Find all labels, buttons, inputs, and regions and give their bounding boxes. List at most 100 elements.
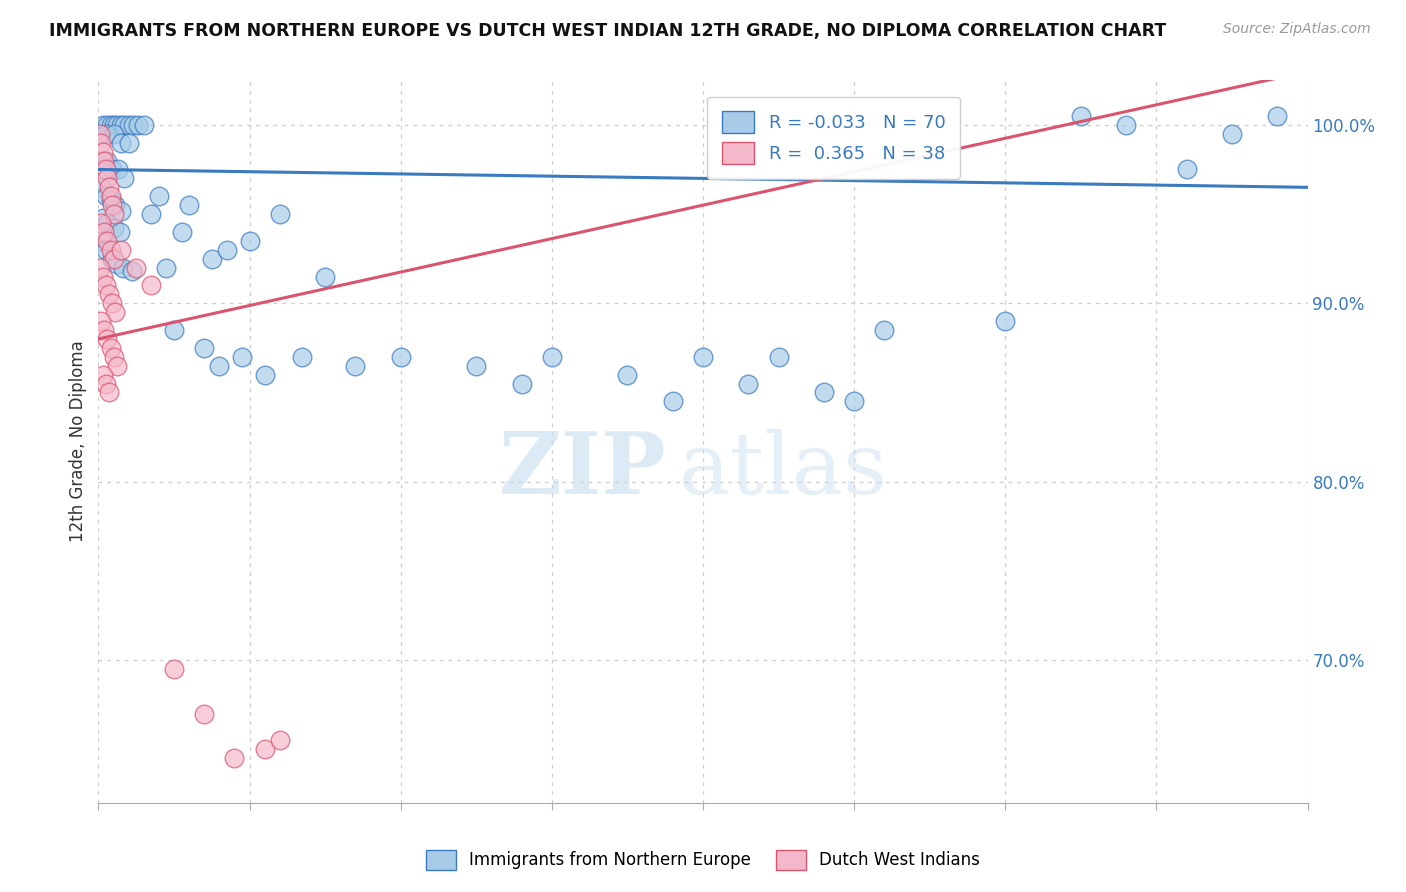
Point [93,323,115,337]
Point [103,252,125,266]
Point [465,359,488,373]
Point [121,264,143,278]
Text: ZIP: ZIP [499,428,666,512]
Point [103,350,125,364]
Point [540,350,562,364]
Point [1175,162,1198,177]
Point [510,376,533,391]
Y-axis label: 12th Grade, No Diploma: 12th Grade, No Diploma [69,341,87,542]
Point [100,243,122,257]
Point [91,145,114,159]
Point [96,216,118,230]
Legend: Immigrants from Northern Europe, Dutch West Indians: Immigrants from Northern Europe, Dutch W… [419,843,987,877]
Point [103,207,125,221]
Point [224,751,246,765]
Text: atlas: atlas [679,429,889,512]
Point [101,296,124,310]
Point [179,198,201,212]
Point [103,127,125,141]
Point [98,385,121,400]
Point [110,243,132,257]
Point [96,332,118,346]
Point [100,341,122,355]
Point [90,314,112,328]
Point [90,234,112,248]
Point [163,323,186,337]
Point [873,323,896,337]
Point [813,385,835,400]
Point [105,359,128,373]
Point [93,153,115,168]
Legend: R = -0.033   N = 70, R =  0.365   N = 38: R = -0.033 N = 70, R = 0.365 N = 38 [707,96,960,178]
Point [94,127,117,141]
Point [253,368,276,382]
Point [170,225,193,239]
Point [141,207,163,221]
Point [90,216,112,230]
Point [104,198,127,212]
Point [91,211,114,225]
Point [101,198,124,212]
Point [118,118,141,132]
Point [96,118,118,132]
Point [239,234,262,248]
Point [994,314,1017,328]
Point [110,203,132,218]
Point [1220,127,1243,141]
Point [94,376,117,391]
Point [737,376,759,391]
Point [269,207,291,221]
Point [127,118,149,132]
Point [768,350,790,364]
Point [661,394,683,409]
Point [201,252,224,266]
Point [155,260,177,275]
Point [105,118,128,132]
Point [103,221,125,235]
Point [344,359,367,373]
Point [208,359,231,373]
Point [93,225,115,239]
Point [692,350,714,364]
Point [215,243,238,257]
Point [132,118,155,132]
Point [231,350,253,364]
Point [98,287,121,301]
Point [110,118,132,132]
Point [104,305,127,319]
Point [122,118,145,132]
Point [1267,109,1289,123]
Text: IMMIGRANTS FROM NORTHERN EUROPE VS DUTCH WEST INDIAN 12TH GRADE, NO DIPLOMA CORR: IMMIGRANTS FROM NORTHERN EUROPE VS DUTCH… [49,22,1167,40]
Point [91,153,114,168]
Point [1070,109,1092,123]
Point [844,394,866,409]
Point [101,162,124,177]
Point [91,118,114,132]
Point [107,162,129,177]
Point [94,243,117,257]
Point [253,742,276,756]
Text: Source: ZipAtlas.com: Source: ZipAtlas.com [1223,22,1371,37]
Point [100,189,122,203]
Point [94,162,117,177]
Point [118,136,141,150]
Point [108,225,131,239]
Point [111,260,134,275]
Point [314,269,336,284]
Point [1115,118,1137,132]
Point [291,350,314,364]
Point [193,706,215,721]
Point [112,171,135,186]
Point [96,153,118,168]
Point [91,269,114,284]
Point [141,278,163,293]
Point [89,127,111,141]
Point [94,278,117,293]
Point [100,118,122,132]
Point [269,733,291,747]
Point [125,260,148,275]
Point [163,662,186,676]
Point [90,136,112,150]
Point [96,171,118,186]
Point [389,350,412,364]
